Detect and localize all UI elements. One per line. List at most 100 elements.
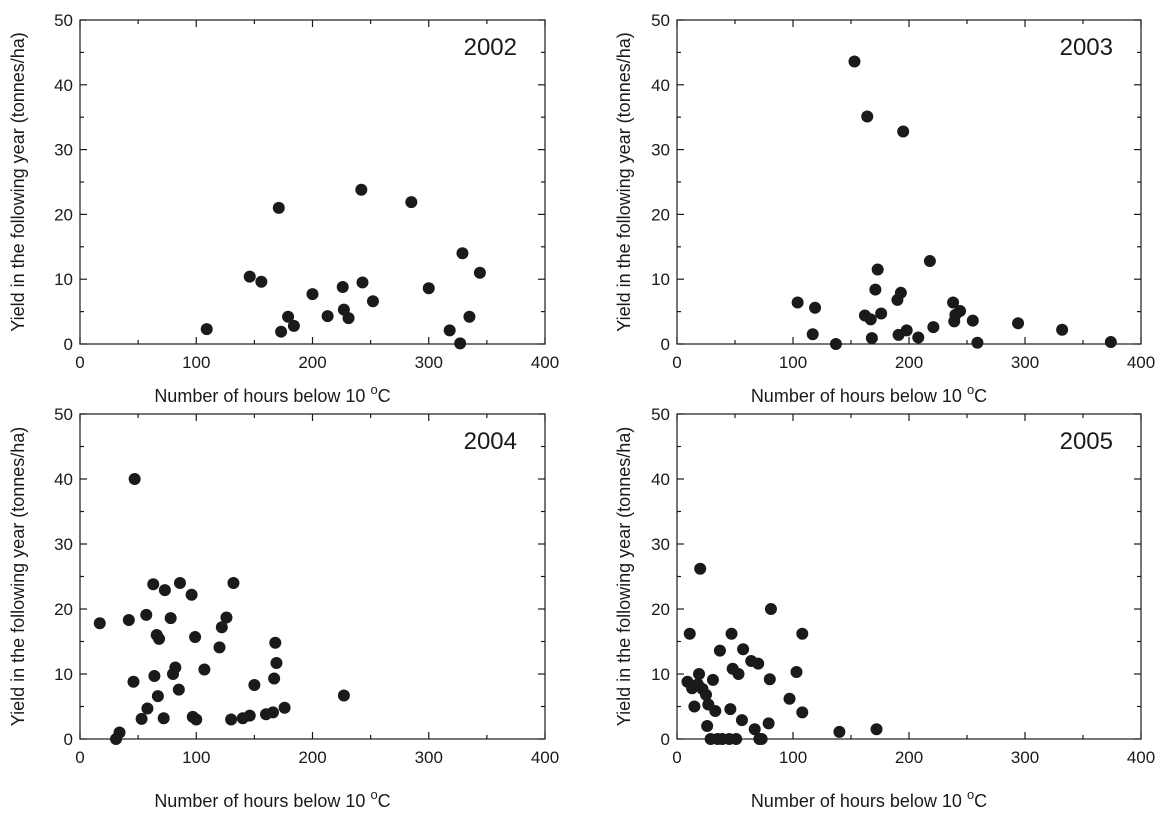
data-point xyxy=(806,328,819,341)
data-point xyxy=(243,270,256,283)
y-tick-label: 20 xyxy=(651,205,670,224)
chart-title: 2003 xyxy=(1060,34,1113,61)
x-axis-label: Number of hours below 10 oC xyxy=(154,382,390,406)
y-tick-label: 50 xyxy=(651,405,670,424)
data-point xyxy=(796,627,809,640)
data-point xyxy=(200,323,213,336)
data-point xyxy=(894,286,907,299)
data-point xyxy=(732,668,745,680)
data-point xyxy=(693,668,706,680)
x-tick-label: 200 xyxy=(895,748,923,767)
y-tick-label: 10 xyxy=(54,270,73,289)
data-point xyxy=(709,705,722,718)
y-tick-label: 50 xyxy=(54,11,73,30)
data-point xyxy=(809,301,822,314)
data-point xyxy=(791,296,804,309)
y-tick-label: 20 xyxy=(54,600,73,619)
plot-frame xyxy=(676,413,1142,740)
x-tick-label: 300 xyxy=(415,353,443,372)
data-point xyxy=(764,603,777,615)
data-point xyxy=(796,706,809,719)
data-point xyxy=(255,275,268,288)
data-point xyxy=(127,675,140,688)
data-point xyxy=(220,611,233,624)
data-point xyxy=(900,324,913,337)
chart-panel-2003: 0 100 200 300 400 0 10 20 30 40 50 2003 Number of ho… xyxy=(614,11,1155,406)
data-point xyxy=(164,612,177,625)
y-tick-label: 50 xyxy=(651,11,670,30)
data-point xyxy=(897,125,910,138)
data-point xyxy=(865,332,878,345)
y-tick-label: 20 xyxy=(54,205,73,224)
plot-frame xyxy=(79,413,546,740)
y-tick-label: 30 xyxy=(54,141,73,160)
y-tick-label: 40 xyxy=(54,470,73,489)
data-point xyxy=(688,700,701,713)
data-point xyxy=(1056,323,1069,336)
data-point xyxy=(763,673,776,686)
data-point xyxy=(172,683,185,696)
data-point xyxy=(1012,317,1025,330)
y-axis-label: Yield in the following year (tonnes/ha) xyxy=(614,32,634,332)
data-point xyxy=(147,578,160,591)
data-point xyxy=(213,641,226,654)
data-point xyxy=(683,627,696,640)
data-point xyxy=(269,636,282,649)
data-point xyxy=(829,338,842,350)
data-point xyxy=(356,276,369,289)
data-point xyxy=(153,632,166,645)
chart-panel-2005: 0 100 200 300 400 0 10 20 30 40 50 2005 Number of ho… xyxy=(614,405,1155,811)
data-point xyxy=(694,562,707,575)
data-point xyxy=(215,621,228,634)
y-axis-label: Yield in the following year (tonnes/ha) xyxy=(8,32,28,332)
chart-title: 2002 xyxy=(464,34,517,61)
y-tick-label: 40 xyxy=(651,470,670,489)
x-axis-label: Number of hours below 10 oC xyxy=(154,787,390,811)
data-point xyxy=(266,706,279,719)
x-tick-label: 100 xyxy=(182,353,210,372)
y-tick-label: 0 xyxy=(64,335,73,354)
data-point xyxy=(405,196,418,209)
y-tick-label: 10 xyxy=(651,665,670,684)
y-tick-label: 30 xyxy=(651,141,670,160)
data-point xyxy=(762,717,775,730)
data-point xyxy=(158,584,171,597)
data-point xyxy=(157,712,170,725)
data-point xyxy=(735,714,748,727)
data-point xyxy=(282,310,295,323)
x-tick-label: 100 xyxy=(779,353,807,372)
data-point xyxy=(190,713,203,726)
data-point xyxy=(748,723,761,736)
y-tick-label: 30 xyxy=(54,535,73,554)
x-axis-label: Number of hours below 10 oC xyxy=(751,787,987,811)
x-tick-label: 300 xyxy=(415,748,443,767)
data-point xyxy=(135,712,148,725)
data-point xyxy=(1104,336,1117,349)
data-point xyxy=(875,307,888,320)
x-tick-label: 200 xyxy=(298,748,326,767)
data-point xyxy=(93,617,106,630)
data-point xyxy=(737,643,750,656)
data-point xyxy=(752,657,765,670)
data-point xyxy=(443,324,456,337)
data-point xyxy=(355,183,368,196)
data-point xyxy=(268,672,281,685)
chart-panel-2004: 0 100 200 300 400 0 10 20 30 40 50 2004 Number of ho… xyxy=(8,405,559,811)
data-point xyxy=(128,473,141,485)
data-point xyxy=(954,304,967,317)
data-point xyxy=(463,310,476,323)
data-point xyxy=(730,733,743,745)
data-point xyxy=(270,656,283,669)
x-tick-label: 200 xyxy=(895,353,923,372)
data-point xyxy=(337,689,350,702)
data-point xyxy=(971,336,984,349)
x-tick-label: 0 xyxy=(672,353,681,372)
plot-frame xyxy=(676,19,1142,345)
y-tick-label: 0 xyxy=(661,335,670,354)
x-axis-label: Number of hours below 10 oC xyxy=(751,382,987,406)
data-point xyxy=(871,263,884,276)
x-tick-label: 0 xyxy=(75,353,84,372)
data-point xyxy=(912,331,925,344)
y-tick-label: 40 xyxy=(54,76,73,95)
